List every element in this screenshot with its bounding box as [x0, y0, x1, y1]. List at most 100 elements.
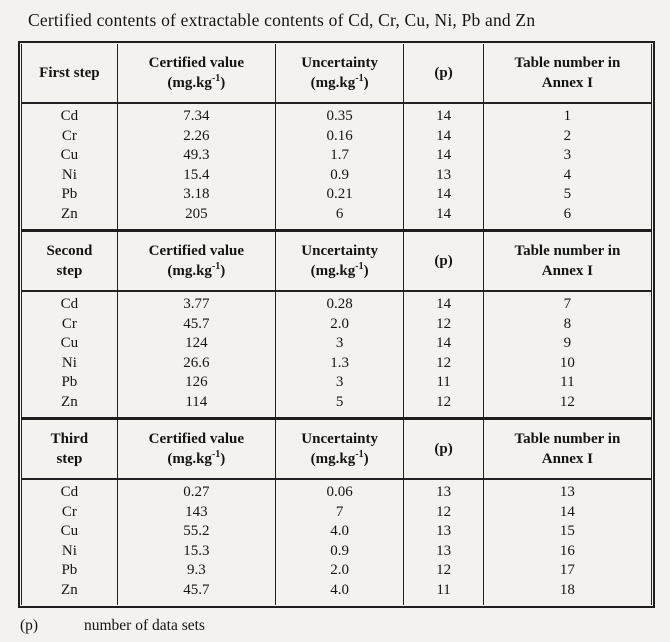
table-row: Cu 49.3 1.7 14 3	[21, 146, 653, 166]
certified-value-cell: 26.6	[116, 353, 276, 373]
uncertainty-cell: 3	[274, 373, 405, 393]
unit-label: (mg.kg-1)	[310, 73, 369, 92]
footnote-text: number of data sets	[84, 617, 205, 634]
p-count-cell: 11	[403, 580, 484, 605]
p-count-cell: 13	[403, 522, 484, 542]
p-count-cell: 12	[403, 392, 484, 419]
p-count-cell: 14	[403, 126, 484, 146]
annex-table-number-cell: 14	[482, 502, 653, 522]
element-cell: Pb	[21, 373, 118, 393]
certified-value-cell: 45.7	[116, 580, 276, 605]
p-count-cell: 12	[403, 561, 484, 581]
step-label: Second	[46, 243, 93, 259]
certified-value-cell: 3.18	[116, 185, 276, 205]
annex-table-number-cell: 18	[482, 580, 653, 605]
p-count-cell: 14	[403, 185, 484, 205]
uncertainty-cell: 0.16	[274, 126, 405, 146]
p-count-cell: 13	[403, 541, 484, 561]
step-label-cell: First step	[21, 44, 118, 104]
p-count-cell: 14	[403, 291, 484, 315]
uncertainty-cell: 0.28	[274, 291, 405, 315]
annex-table-number-cell: 5	[482, 185, 653, 205]
element-cell: Cd	[21, 103, 118, 127]
uncertainty-cell: 1.7	[274, 146, 405, 166]
table-row: Ni 26.6 1.3 12 10	[21, 353, 653, 373]
uncertainty-cell: 0.21	[274, 185, 405, 205]
certified-value-cell: 9.3	[116, 561, 276, 581]
annex-table-number-cell: 4	[482, 165, 653, 185]
p-count-cell: 14	[403, 103, 484, 127]
certified-value-cell: 55.2	[116, 522, 276, 542]
annex-table-number-cell: 7	[482, 291, 653, 315]
table-row: Cr 45.7 2.0 12 8	[21, 314, 653, 334]
annex-table-number-header: Table number in Annex I	[482, 417, 653, 480]
element-cell: Pb	[21, 561, 118, 581]
unit-label: (mg.kg-1)	[310, 449, 369, 468]
uncertainty-cell: 0.9	[274, 541, 405, 561]
annex-table-number-header: Table number in Annex I	[482, 229, 653, 292]
document-title: Certified contents of extractable conten…	[28, 10, 536, 30]
table-row: Cd 7.34 0.35 14 1	[21, 103, 653, 127]
table-row: Pb 3.18 0.21 14 5	[21, 185, 653, 205]
footnote: (p) number of data sets	[20, 617, 670, 635]
annex-table-number-cell: 6	[482, 204, 653, 231]
uncertainty-header: Uncertainty (mg.kg-1)	[274, 44, 405, 104]
unit-label: (mg.kg-1)	[310, 261, 369, 280]
element-cell: Cu	[21, 334, 118, 354]
certified-value-cell: 205	[116, 204, 276, 231]
element-cell: Cr	[21, 502, 118, 522]
table-row: Cu 124 3 14 9	[21, 334, 653, 354]
element-cell: Cd	[21, 479, 118, 503]
certified-value-header: Certified value (mg.kg-1)	[116, 229, 276, 292]
certified-value-cell: 124	[116, 334, 276, 354]
p-count-cell: 12	[403, 353, 484, 373]
uncertainty-cell: 4.0	[274, 580, 405, 605]
p-count-cell: 13	[403, 479, 484, 503]
certified-value-cell: 126	[116, 373, 276, 393]
certified-values-table: First step Certified value (mg.kg-1) Unc…	[21, 44, 653, 605]
annex-table-number-cell: 8	[482, 314, 653, 334]
table-row: Ni 15.3 0.9 13 16	[21, 541, 653, 561]
certified-value-cell: 45.7	[116, 314, 276, 334]
certified-value-cell: 0.27	[116, 479, 276, 503]
element-cell: Zn	[21, 580, 118, 605]
uncertainty-cell: 4.0	[274, 522, 405, 542]
p-count-cell: 13	[403, 165, 484, 185]
annex-table-number-cell: 15	[482, 522, 653, 542]
section-header-row: Second step Certified value (mg.kg-1) Un…	[21, 229, 653, 292]
annex-table-number-cell: 16	[482, 541, 653, 561]
element-cell: Ni	[21, 353, 118, 373]
certified-value-header: Certified value (mg.kg-1)	[116, 44, 276, 104]
certified-values-table-frame: First step Certified value (mg.kg-1) Unc…	[18, 41, 655, 608]
p-header: (p)	[403, 44, 484, 104]
section-first-step: First step Certified value (mg.kg-1) Unc…	[21, 44, 653, 231]
certified-value-header: Certified value (mg.kg-1)	[116, 417, 276, 480]
element-cell: Cr	[21, 314, 118, 334]
uncertainty-cell: 0.35	[274, 103, 405, 127]
annex-table-number-cell: 12	[482, 392, 653, 419]
annex-table-number-cell: 10	[482, 353, 653, 373]
element-cell: Zn	[21, 392, 118, 419]
table-row: Cr 2.26 0.16 14 2	[21, 126, 653, 146]
section-second-step: Second step Certified value (mg.kg-1) Un…	[21, 229, 653, 419]
unit-label: (mg.kg-1)	[167, 73, 226, 92]
element-cell: Ni	[21, 541, 118, 561]
uncertainty-cell: 6	[274, 204, 405, 231]
certified-value-cell: 143	[116, 502, 276, 522]
table-row: Cr 143 7 12 14	[21, 502, 653, 522]
table-row: Pb 126 3 11 11	[21, 373, 653, 393]
unit-label: (mg.kg-1)	[167, 261, 226, 280]
table-row: Pb 9.3 2.0 12 17	[21, 561, 653, 581]
element-cell: Pb	[21, 185, 118, 205]
element-cell: Cu	[21, 146, 118, 166]
element-cell: Cr	[21, 126, 118, 146]
element-cell: Cu	[21, 522, 118, 542]
p-count-cell: 12	[403, 314, 484, 334]
step-label-cell: Second step	[21, 229, 118, 292]
element-cell: Cd	[21, 291, 118, 315]
table-row: Ni 15.4 0.9 13 4	[21, 165, 653, 185]
p-header: (p)	[403, 229, 484, 292]
table-row: Zn 114 5 12 12	[21, 392, 653, 419]
certified-value-cell: 2.26	[116, 126, 276, 146]
annex-table-number-cell: 11	[482, 373, 653, 393]
